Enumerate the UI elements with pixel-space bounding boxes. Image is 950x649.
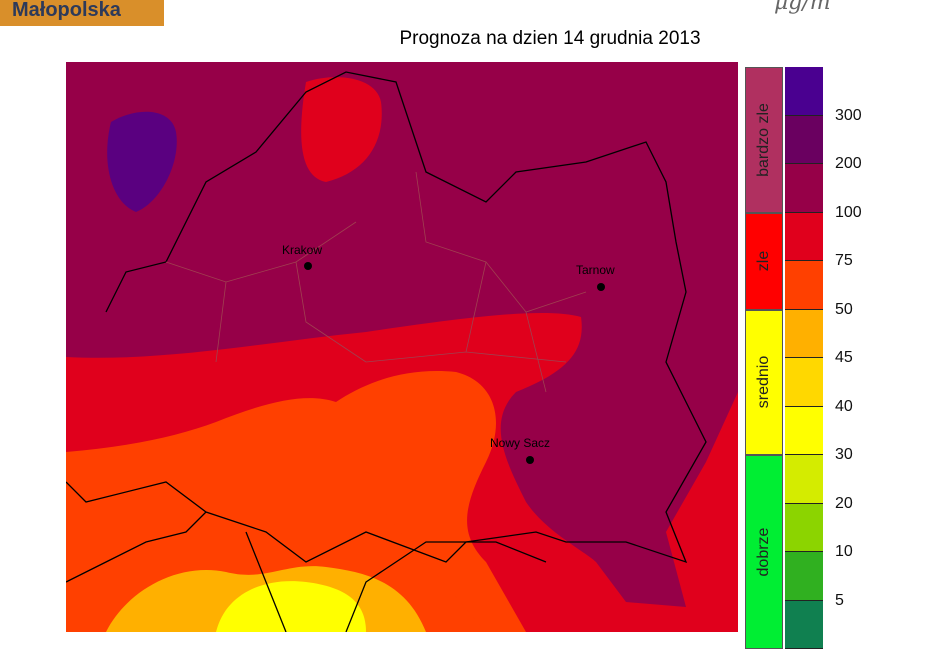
legend-bin [785, 67, 823, 116]
legend-category: zle [745, 213, 783, 310]
city-label-tarnow: Tarnow [576, 263, 615, 277]
legend-tick: 30 [835, 446, 853, 464]
krakow-marker [304, 262, 312, 270]
unit-label: µg/m [774, 0, 831, 15]
legend-category: dobrze [745, 455, 783, 649]
pollution-map [66, 62, 738, 632]
map-title: Prognoza na dzien 14 grudnia 2013 [0, 28, 950, 50]
legend-bin [785, 164, 823, 213]
legend-bin [785, 552, 823, 601]
legend-bin [785, 261, 823, 310]
legend-bin [785, 310, 823, 359]
legend-tick: 50 [835, 301, 853, 319]
tarnow-marker [597, 283, 605, 291]
legend-tick: 100 [835, 204, 862, 222]
legend-bin [785, 358, 823, 407]
legend-category-label: srednio [755, 356, 773, 408]
city-label-krakow: Krakow [282, 243, 322, 257]
legend-tick: 20 [835, 495, 853, 513]
city-label-nowy-sacz: Nowy Sacz [490, 436, 550, 450]
legend-bin [785, 455, 823, 504]
legend-bin [785, 601, 823, 649]
legend-bin [785, 116, 823, 165]
legend-tick: 300 [835, 107, 862, 125]
legend-tick: 200 [835, 155, 862, 173]
legend-category: srednio [745, 310, 783, 456]
legend-category-label: dobrze [755, 528, 773, 577]
legend-tick: 40 [835, 398, 853, 416]
legend-category-label: bardzo zle [755, 103, 773, 177]
legend-bin [785, 213, 823, 262]
legend-tick: 5 [835, 592, 844, 610]
legend-category: bardzo zle [745, 67, 783, 213]
legend-tick: 10 [835, 543, 853, 561]
malopolska-logo: Małopolska [0, 0, 164, 26]
legend-tick: 45 [835, 349, 853, 367]
nowy-sacz-marker [526, 456, 534, 464]
legend-bin [785, 504, 823, 553]
legend-category-label: zle [755, 251, 773, 271]
legend-bin [785, 407, 823, 456]
legend-tick: 75 [835, 252, 853, 270]
